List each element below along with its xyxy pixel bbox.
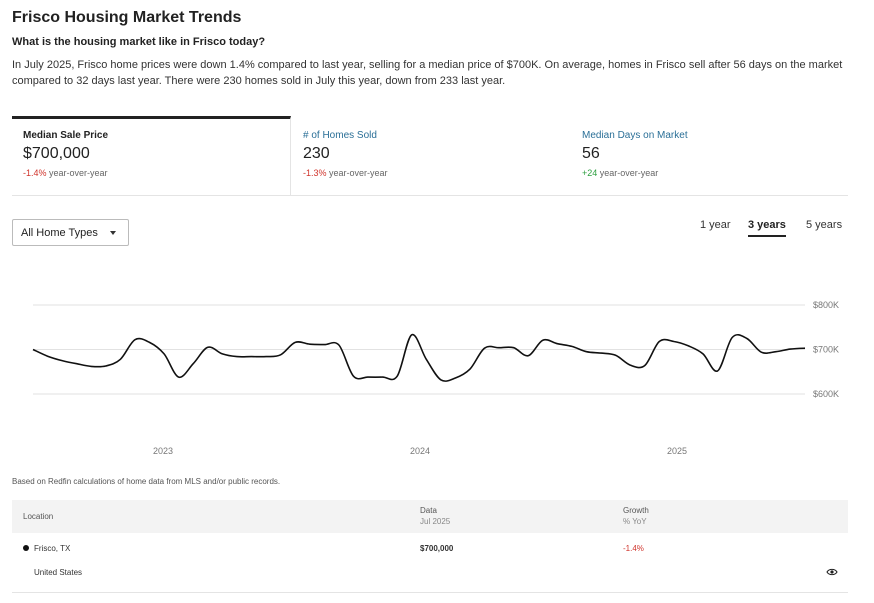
row-location: United States [34, 568, 83, 577]
row-data: $700,000 [420, 544, 454, 553]
header-data-sub: Jul 2025 [420, 517, 451, 526]
header-growth-sub: % YoY [623, 517, 647, 526]
header-data: Data Jul 2025 [420, 506, 450, 526]
header-growth: Growth % YoY [623, 506, 649, 526]
card-median-sale-price[interactable]: Median Sale Price $700,000 -1.4% year-ov… [12, 116, 291, 196]
card-homes-sold[interactable]: # of Homes Sold 230 -1.3% year-over-year [291, 116, 570, 196]
x-tick-label: 2024 [410, 446, 430, 456]
table-row: United States [12, 565, 848, 593]
y-tick-label: $600K [813, 389, 839, 399]
metric-cards: Median Sale Price $700,000 -1.4% year-ov… [12, 116, 848, 196]
card-change: +24 year-over-year [582, 168, 848, 178]
table-header: Location Data Jul 2025 Growth % YoY [12, 500, 848, 533]
range-3-years[interactable]: 3 years [748, 219, 786, 237]
header-data-label: Data [420, 506, 437, 515]
card-label: # of Homes Sold [303, 130, 377, 141]
footnote: Based on Redfin calculations of home dat… [12, 477, 281, 486]
table-row: Frisco, TX $700,000 -1.4% [12, 541, 848, 563]
eye-icon[interactable] [826, 567, 838, 577]
change-value: -1.4% [23, 168, 47, 178]
series-dot-icon [23, 545, 29, 551]
median-price-chart: $800K $700K $600K 2023 2024 2025 [32, 300, 839, 456]
card-value: 230 [303, 145, 330, 162]
card-value: $700,000 [23, 145, 90, 162]
x-tick-label: 2025 [667, 446, 687, 456]
series-line-frisco [32, 333, 806, 382]
change-suffix: year-over-year [46, 168, 108, 178]
home-type-dropdown[interactable]: All Home Types [12, 219, 129, 246]
card-days-on-market[interactable]: Median Days on Market 56 +24 year-over-y… [570, 116, 848, 196]
header-location: Location [23, 512, 54, 521]
page-title: Frisco Housing Market Trends [12, 9, 242, 26]
card-label: Median Days on Market [582, 130, 688, 141]
y-tick-label: $700K [813, 345, 839, 355]
change-value: -1.3% [303, 168, 327, 178]
change-suffix: year-over-year [597, 168, 659, 178]
card-label: Median Sale Price [23, 130, 109, 141]
card-value: 56 [582, 145, 600, 162]
dropdown-value: All Home Types [21, 227, 98, 239]
card-change: -1.4% year-over-year [23, 168, 290, 178]
market-summary: In July 2025, Frisco home prices were do… [12, 59, 843, 87]
range-selector: 1 year 3 years 5 years [690, 219, 850, 239]
section-subtitle: What is the housing market like in Frisc… [12, 36, 266, 48]
caret-down-icon [110, 231, 116, 235]
row-location: Frisco, TX [34, 544, 71, 553]
row-growth: -1.4% [623, 544, 644, 553]
range-5-years[interactable]: 5 years [806, 219, 843, 231]
y-tick-label: $800K [813, 300, 839, 310]
header-growth-label: Growth [623, 506, 649, 515]
card-change: -1.3% year-over-year [303, 168, 570, 178]
range-1-year[interactable]: 1 year [700, 219, 731, 231]
x-tick-label: 2023 [153, 446, 173, 456]
change-suffix: year-over-year [326, 168, 388, 178]
change-value: +24 [582, 168, 598, 178]
